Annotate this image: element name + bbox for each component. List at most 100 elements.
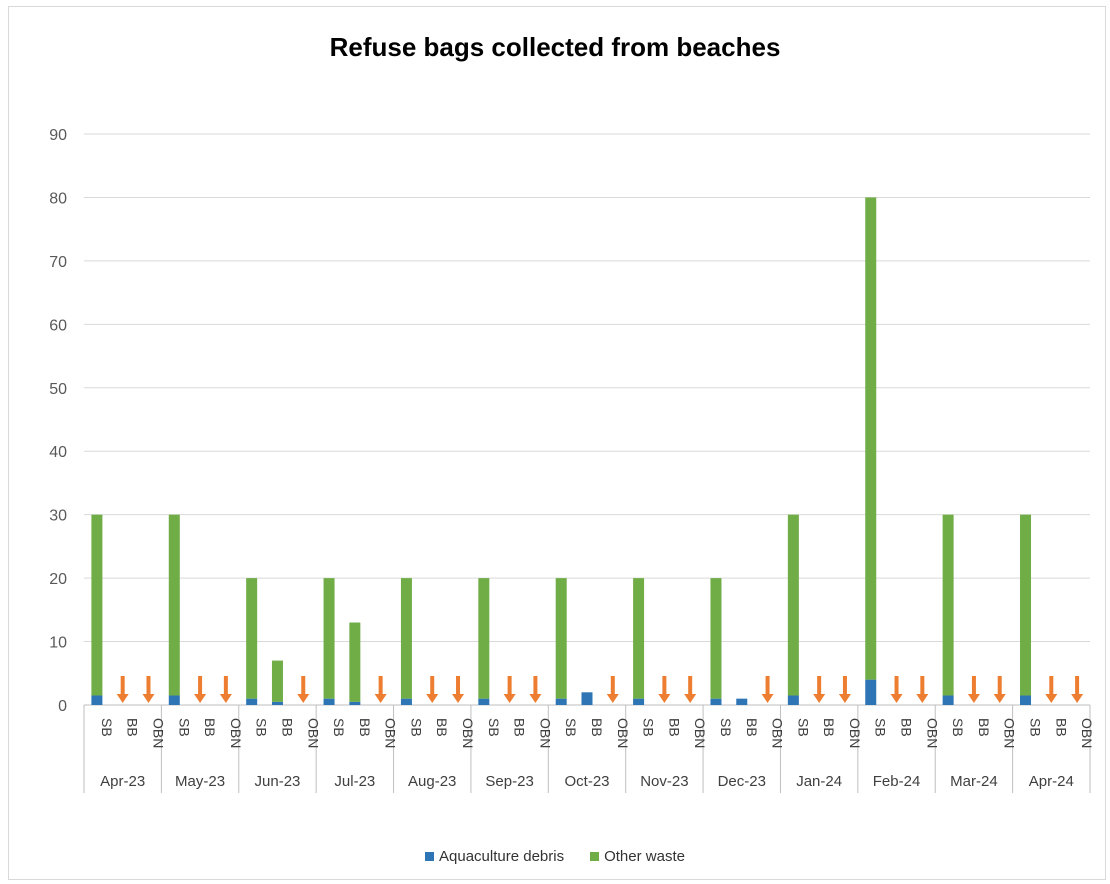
site-label: SB xyxy=(795,718,811,737)
site-label: SB xyxy=(950,718,966,737)
bar-segment xyxy=(323,698,335,705)
chart-frame xyxy=(8,6,1106,880)
site-label: OBN xyxy=(770,718,786,748)
legend-swatch-other-waste xyxy=(590,852,600,861)
bar-segment xyxy=(271,660,283,702)
bar-segment xyxy=(581,692,593,705)
month-label: May-23 xyxy=(175,773,225,790)
month-label: Apr-23 xyxy=(100,773,145,790)
no-collection-arrow-icon xyxy=(1045,676,1058,703)
site-label: OBN xyxy=(692,718,708,748)
month-label: Jun-23 xyxy=(255,773,301,790)
no-collection-arrow-icon xyxy=(503,676,516,703)
bar-segment xyxy=(1020,514,1032,696)
site-label: SB xyxy=(176,718,192,737)
bar-segment xyxy=(168,514,180,696)
no-collection-arrow-icon xyxy=(529,676,542,703)
bar-segment xyxy=(555,698,567,705)
y-tick-label: 50 xyxy=(49,381,67,398)
bar-segment xyxy=(633,578,645,699)
bar-segment xyxy=(478,698,490,705)
no-collection-arrow-icon xyxy=(116,676,129,703)
site-label: SB xyxy=(331,718,347,737)
site-label: BB xyxy=(744,718,760,737)
site-label: SB xyxy=(873,718,889,737)
month-label: Mar-24 xyxy=(950,773,998,790)
month-label: Nov-23 xyxy=(640,773,688,790)
no-collection-arrow-icon xyxy=(658,676,671,703)
site-label: OBN xyxy=(228,718,244,748)
site-label: BB xyxy=(666,718,682,737)
y-tick-label: 60 xyxy=(49,317,67,334)
y-tick-label: 70 xyxy=(49,254,67,271)
bar-segment xyxy=(865,679,877,705)
legend-swatch-aquaculture xyxy=(425,852,435,861)
bar-segment xyxy=(787,695,799,705)
bar-segment xyxy=(246,578,258,699)
legend-item-aquaculture: Aquaculture debris xyxy=(425,848,564,865)
month-label: Jan-24 xyxy=(796,773,842,790)
site-label: BB xyxy=(1053,718,1069,737)
site-label: SB xyxy=(254,718,270,737)
site-label: SB xyxy=(486,718,502,737)
site-label: SB xyxy=(99,718,115,737)
bar-segment xyxy=(400,698,412,705)
site-label: OBN xyxy=(924,718,940,748)
month-label: Oct-23 xyxy=(564,773,609,790)
site-label: OBN xyxy=(1002,718,1018,748)
month-label: Jul-23 xyxy=(334,773,375,790)
site-label: OBN xyxy=(847,718,863,748)
y-tick-label: 40 xyxy=(49,444,67,461)
site-label: OBN xyxy=(537,718,553,748)
bar-segment xyxy=(633,698,645,705)
no-collection-arrow-icon xyxy=(838,676,851,703)
y-tick-label: 90 xyxy=(49,127,67,144)
no-collection-arrow-icon xyxy=(684,676,697,703)
bar-segment xyxy=(349,622,361,702)
y-tick-label: 80 xyxy=(49,190,67,207)
bar-segment xyxy=(1020,695,1032,705)
bar-segment xyxy=(942,695,954,705)
bar-segment xyxy=(349,701,361,705)
no-collection-arrow-icon xyxy=(606,676,619,703)
no-collection-arrow-icon xyxy=(426,676,439,703)
month-label: Sep-23 xyxy=(485,773,533,790)
site-label: OBN xyxy=(383,718,399,748)
no-collection-arrow-icon xyxy=(967,676,980,703)
month-label: Apr-24 xyxy=(1029,773,1074,790)
site-label: BB xyxy=(279,718,295,737)
bar-segment xyxy=(271,701,283,705)
bar-segment xyxy=(91,514,103,696)
bar-segment xyxy=(710,578,722,699)
no-collection-arrow-icon xyxy=(219,676,232,703)
site-label: BB xyxy=(512,718,528,737)
bar-segment xyxy=(91,695,103,705)
site-label: SB xyxy=(641,718,657,737)
bar-segment xyxy=(942,514,954,696)
no-collection-arrow-icon xyxy=(452,676,465,703)
no-collection-arrow-icon xyxy=(297,676,310,703)
bar-segment xyxy=(323,578,335,699)
no-collection-arrow-icon xyxy=(761,676,774,703)
bar-segment xyxy=(787,514,799,696)
y-tick-label: 0 xyxy=(58,698,67,715)
no-collection-arrow-icon xyxy=(890,676,903,703)
bar-segment xyxy=(168,695,180,705)
no-collection-arrow-icon xyxy=(194,676,207,703)
no-collection-arrow-icon xyxy=(813,676,826,703)
bar-segment xyxy=(865,197,877,680)
site-label: OBN xyxy=(460,718,476,748)
no-collection-arrow-icon xyxy=(142,676,155,703)
no-collection-arrow-icon xyxy=(993,676,1006,703)
site-label: BB xyxy=(202,718,218,737)
site-label: BB xyxy=(899,718,915,737)
legend-label-aquaculture: Aquaculture debris xyxy=(439,848,565,865)
site-label: BB xyxy=(125,718,141,737)
bar-segment xyxy=(400,578,412,699)
site-label: BB xyxy=(357,718,373,737)
y-tick-label: 20 xyxy=(49,571,67,588)
site-label: SB xyxy=(563,718,579,737)
legend-item-other-waste: Other waste xyxy=(590,848,685,865)
no-collection-arrow-icon xyxy=(1071,676,1084,703)
